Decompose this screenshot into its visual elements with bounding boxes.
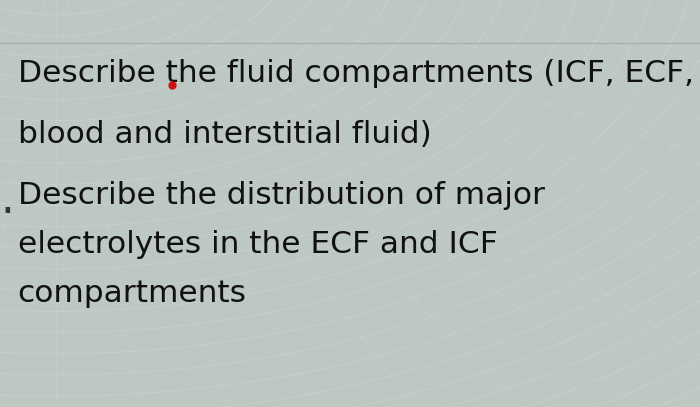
Text: .: . (0, 179, 14, 222)
Text: Describe the distribution of major: Describe the distribution of major (18, 181, 545, 210)
Text: Describe the fluid compartments (ICF, ECF,: Describe the fluid compartments (ICF, EC… (18, 59, 694, 88)
Text: compartments: compartments (18, 279, 246, 308)
Text: electrolytes in the ECF and ICF: electrolytes in the ECF and ICF (18, 230, 497, 259)
Text: blood and interstitial fluid): blood and interstitial fluid) (18, 120, 431, 149)
